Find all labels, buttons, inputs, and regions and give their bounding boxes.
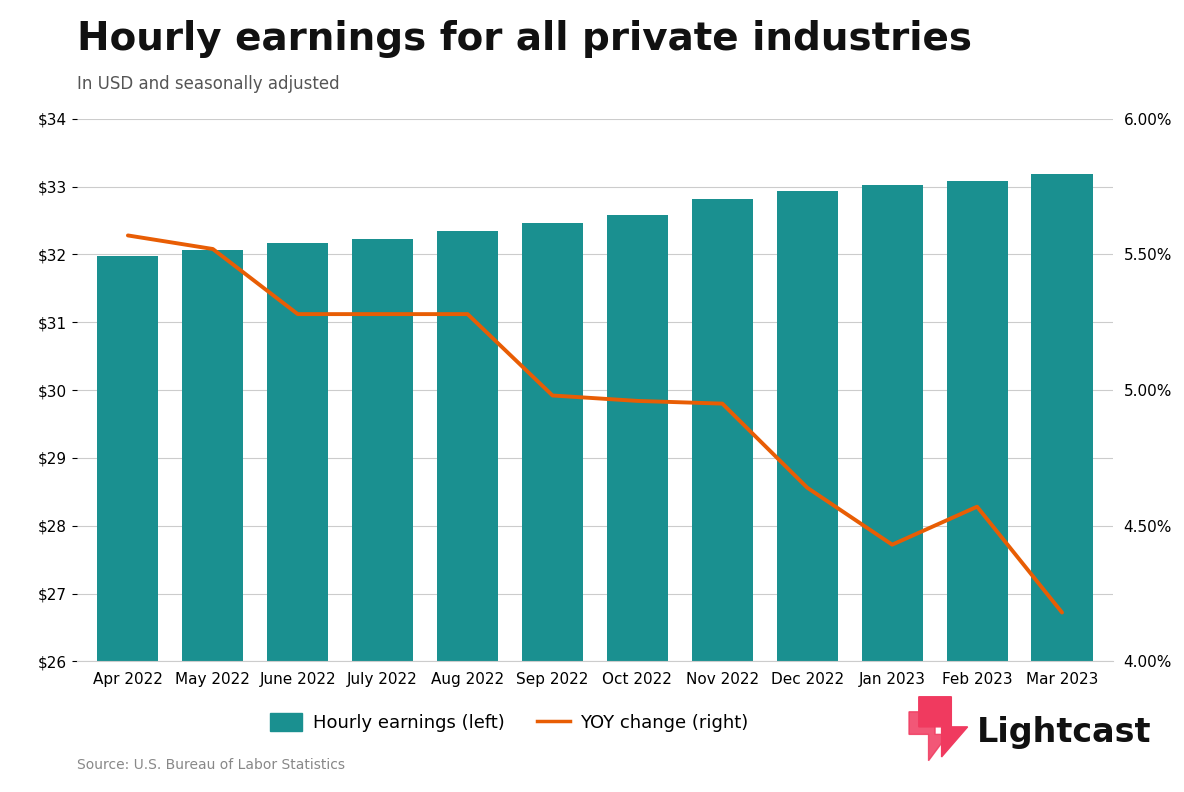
Bar [691,199,753,792]
Polygon shape [919,697,967,757]
Text: Source: U.S. Bureau of Labor Statistics: Source: U.S. Bureau of Labor Statistics [77,758,345,772]
Text: Hourly earnings for all private industries: Hourly earnings for all private industri… [77,20,972,58]
Bar [1031,174,1093,792]
Bar [437,230,498,792]
Bar [862,185,922,792]
Bar [607,215,668,792]
Bar [268,243,328,792]
Text: In USD and seasonally adjusted: In USD and seasonally adjusted [77,75,340,93]
Bar [97,257,159,792]
Text: Lightcast: Lightcast [977,716,1151,749]
Polygon shape [909,712,948,760]
Legend: Hourly earnings (left), YOY change (right): Hourly earnings (left), YOY change (righ… [263,706,755,740]
Bar [946,181,1008,792]
Bar [352,239,413,792]
Bar [777,191,838,792]
Bar [182,249,244,792]
Bar [522,223,583,792]
